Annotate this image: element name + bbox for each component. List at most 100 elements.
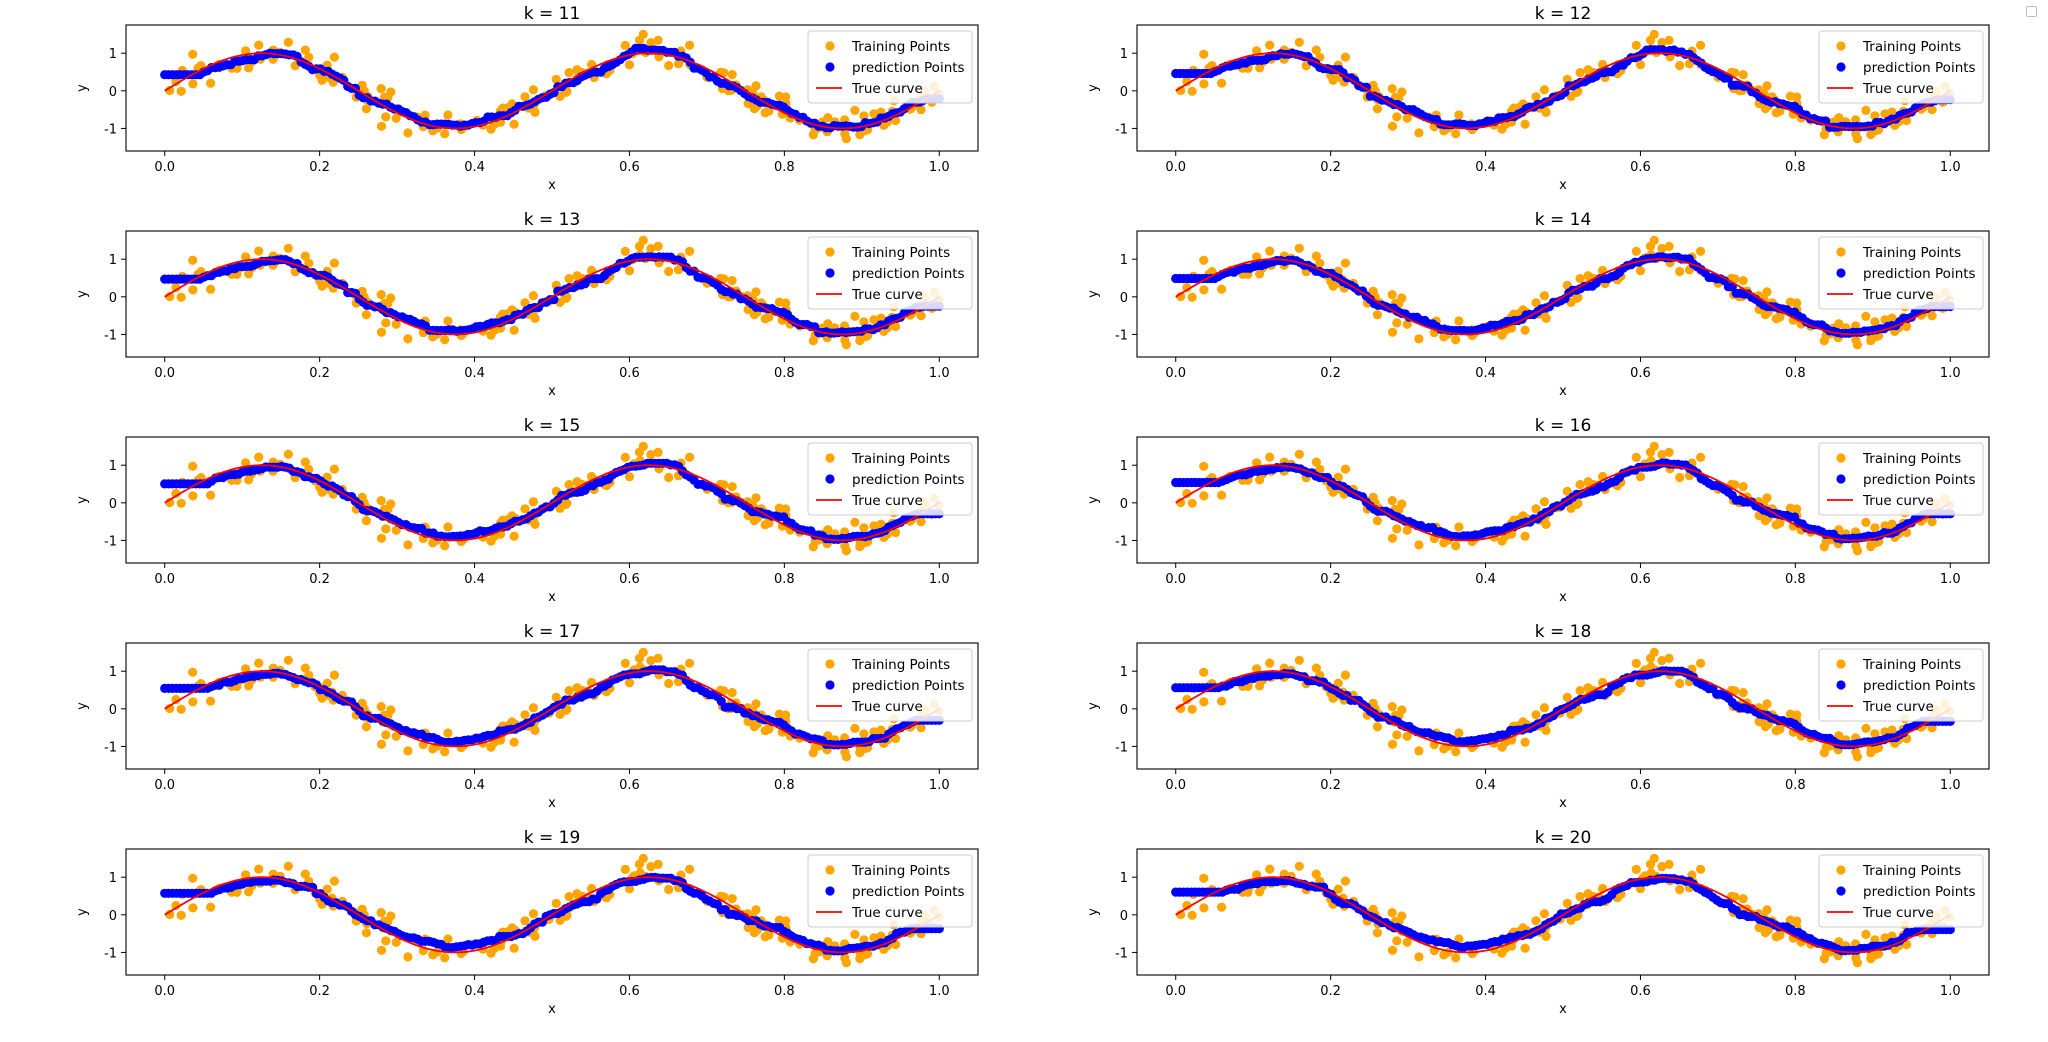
legend-true-label: True curve [851,699,923,715]
x-tick-label: 0.0 [154,366,175,381]
training-point [646,38,656,48]
plot-area [1171,647,1955,762]
training-point [551,692,561,703]
x-tick-label: 0.0 [154,778,175,793]
training-point [361,516,371,526]
true-curve-line [1175,670,1951,748]
training-point [443,522,453,532]
prediction-point [339,281,349,291]
training-point [1531,710,1541,720]
training-point [1387,533,1398,543]
training-point [486,330,496,340]
training-point [1531,916,1541,926]
training-point [528,291,539,301]
training-point [1387,739,1398,749]
training-point [1649,29,1659,39]
y-tick-label: 0 [109,85,117,100]
legend-true-label: True curve [851,493,923,509]
subplot-k-17: k = 17 0.0 0.2 0.4 0.6 0.8 1.0 1 0 -1 x y Training P… [75,622,979,811]
training-point [727,482,737,492]
training-point [840,129,850,139]
training-point [1861,311,1871,321]
y-tick-label: 0 [1120,497,1128,512]
training-point [1414,746,1424,756]
training-point [1217,490,1227,500]
training-point [1738,70,1748,80]
corner-checkbox[interactable] [2026,6,2037,17]
legend: Training Points prediction Points True cur… [807,648,973,722]
training-point [403,746,413,756]
training-point [1520,737,1530,747]
training-point [1541,313,1551,323]
training-point [1631,40,1641,51]
training-point [638,235,648,245]
training-point [391,731,401,741]
subplot-title: k = 13 [524,210,581,230]
legend-box [1818,236,1984,310]
training-point [1861,929,1871,940]
true-curve-line [164,876,940,954]
training-point [638,441,648,451]
x-tick-label: 1.0 [1940,778,1961,793]
training-point [751,493,761,503]
training-point [1635,60,1646,70]
axes-frame [1136,642,1990,770]
training-point [376,496,386,506]
training-point [646,244,656,254]
x-tick-label: 0.8 [1785,160,1806,175]
training-point [1294,37,1304,47]
training-point [530,725,540,736]
legend-prediction-label: prediction Points [852,884,965,900]
training-point [764,106,774,116]
training-point [1199,697,1209,707]
training-point [1439,950,1449,960]
legend-training-label: Training Points [851,245,950,261]
x-tick-label: 0.6 [1630,984,1651,999]
x-tick-label: 0.2 [1320,778,1341,793]
training-point [520,916,530,926]
legend-prediction-label: prediction Points [852,678,965,694]
true-curve-line [1175,258,1951,336]
training-point [1333,884,1343,894]
training-point [1696,864,1706,874]
training-point [653,35,663,46]
training-point [403,540,413,550]
legend: Training Points prediction Points True cur… [1818,442,1984,516]
training-point [1392,318,1402,328]
training-point [1252,46,1262,56]
legend-training-marker [825,453,835,463]
training-point [664,678,674,689]
training-point [840,747,850,757]
training-point [304,52,314,62]
y-tick-label: -1 [104,740,117,755]
training-point [1392,524,1402,534]
training-point [850,311,860,321]
training-point [1819,336,1829,346]
training-point [376,327,387,337]
training-point [1738,688,1748,698]
training-point [1762,81,1772,91]
x-tick-label: 0.4 [1475,778,1496,793]
training-point [1387,496,1397,506]
training-point [751,81,761,91]
x-axis-label: x [548,590,556,605]
training-point [1664,859,1674,870]
legend-prediction-marker [825,474,835,484]
training-point [1187,86,1197,96]
training-point [1675,266,1685,277]
training-point [869,109,879,119]
x-tick-label: 0.4 [464,366,485,381]
legend: Training Points prediction Points True cur… [807,30,973,104]
training-point [171,282,181,293]
training-point [1294,449,1304,459]
y-tick-label: -1 [104,946,117,961]
training-point [1340,258,1350,268]
training-point [1575,686,1585,696]
training-point [1631,864,1641,875]
training-point [1372,310,1382,320]
legend-training-label: Training Points [851,451,950,467]
y-axis-label: y [1086,290,1101,298]
training-point [855,130,865,140]
training-point [1760,928,1770,938]
x-tick-label: 0.8 [774,984,795,999]
